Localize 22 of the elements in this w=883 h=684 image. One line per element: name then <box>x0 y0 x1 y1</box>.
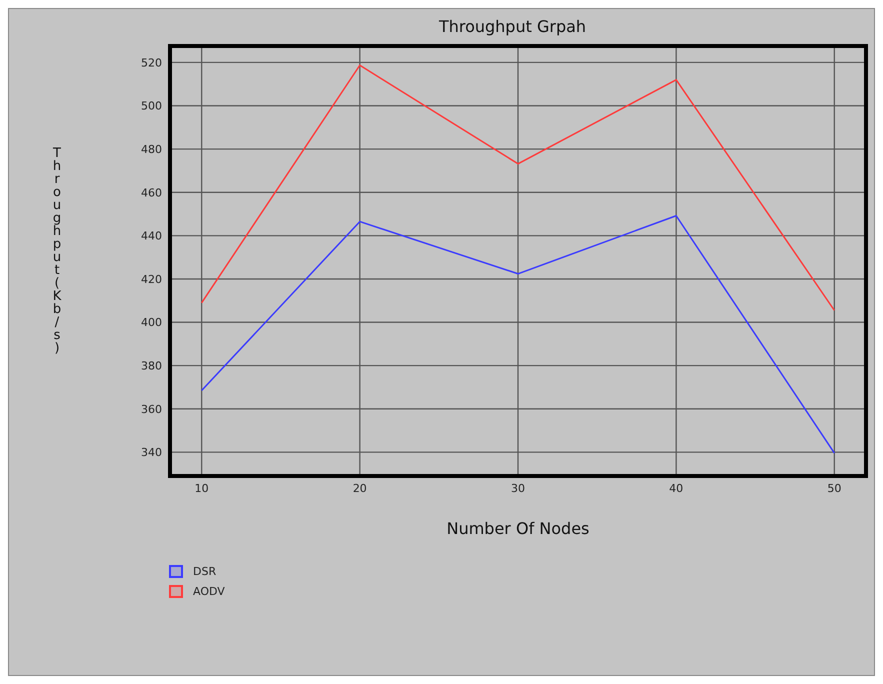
legend-label: DSR <box>193 564 216 578</box>
y-tick-label: 380 <box>141 359 162 372</box>
line-series <box>200 64 836 312</box>
y-tick-label: 440 <box>141 230 162 243</box>
y-tick-label: 460 <box>141 186 162 200</box>
y-tick-label: 420 <box>141 272 162 286</box>
y-tick-label: 480 <box>141 142 162 156</box>
x-tick-label: 10 <box>194 482 209 495</box>
y-tick-label: 500 <box>141 100 162 113</box>
text: Throughput(Kb/s) <box>52 146 62 356</box>
x-axis-title: Number Of Nodes <box>446 519 590 538</box>
x-tick-label: 50 <box>827 482 842 495</box>
y-tick-label: 400 <box>141 316 162 330</box>
x-tick-label: 30 <box>511 482 525 495</box>
x-tick-label: 20 <box>352 482 367 495</box>
chart-title: Throughput Grpah <box>438 17 588 36</box>
y-tick-label: 520 <box>141 56 162 70</box>
legend-label: AODV <box>193 584 225 598</box>
x-tick-label: 40 <box>669 482 684 495</box>
y-tick-label: 360 <box>141 402 162 416</box>
line-series <box>200 215 836 454</box>
y-tick-label: 340 <box>141 446 162 460</box>
